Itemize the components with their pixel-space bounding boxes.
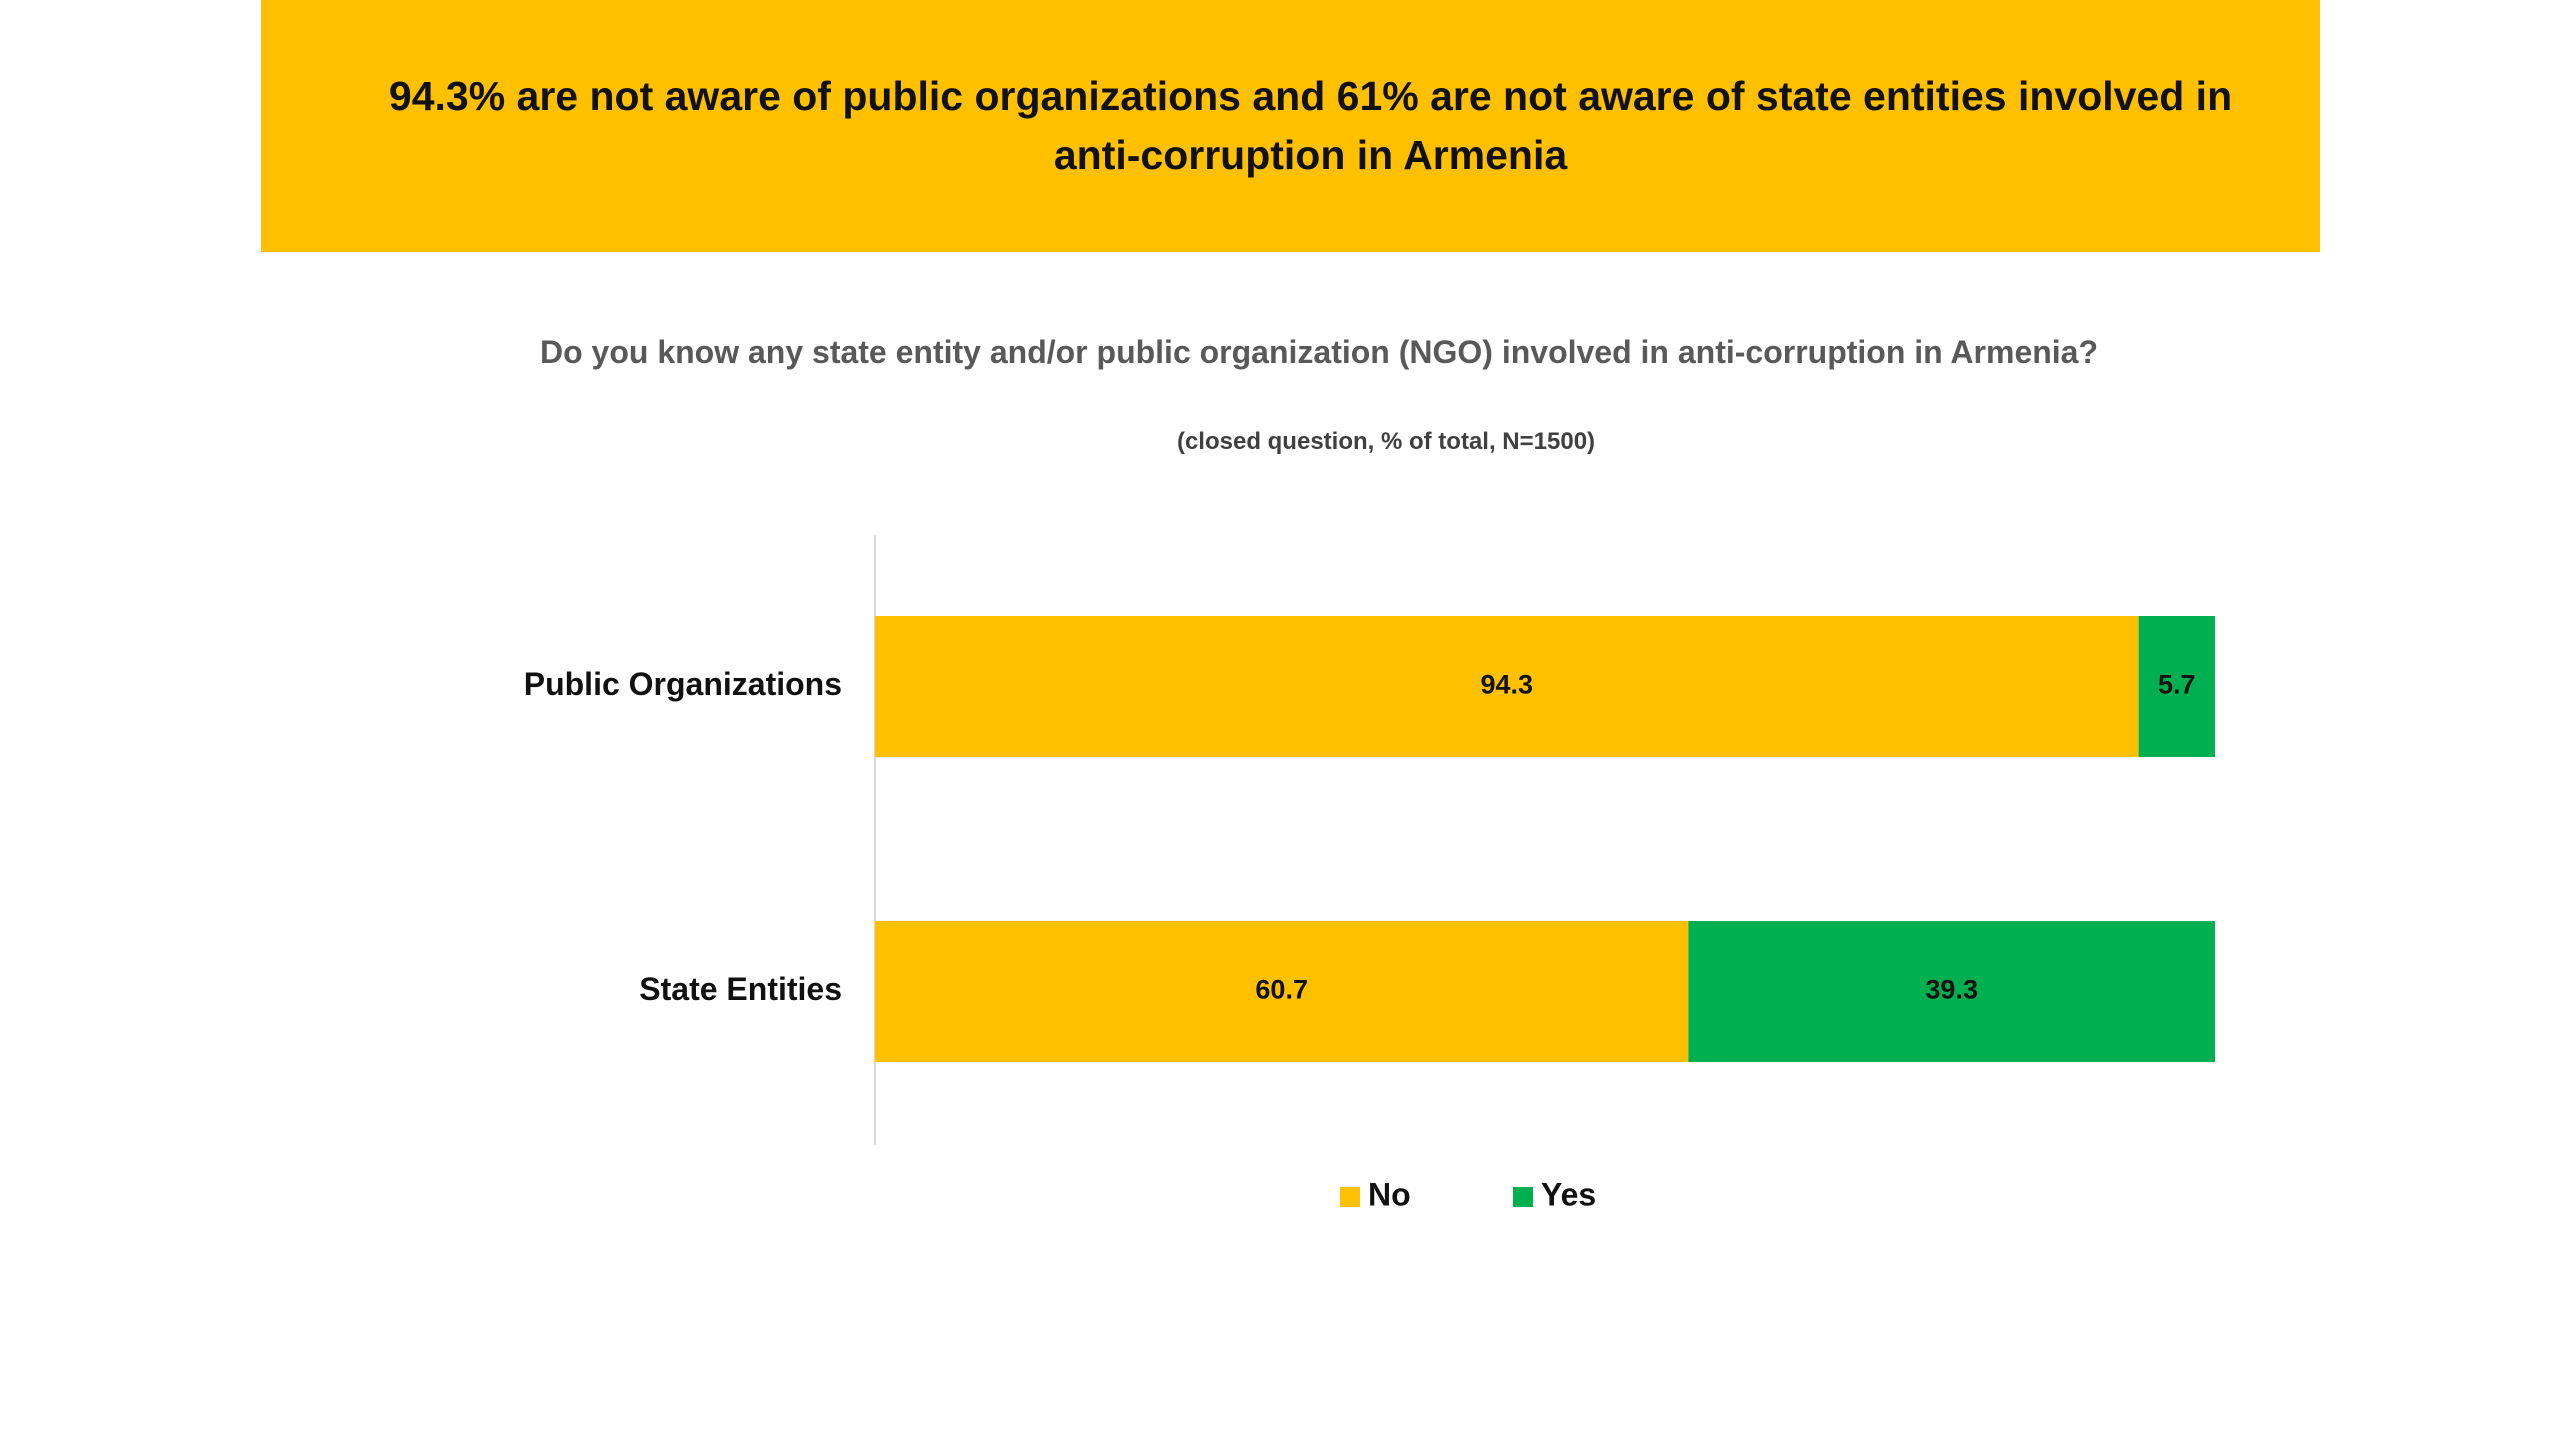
data-label-yes-state-entities: 39.3 <box>1925 975 1978 1005</box>
category-label-public-organizations: Public Organizations <box>524 666 842 702</box>
headline-text: 94.3% are not aware of public organizati… <box>388 73 2233 178</box>
legend-swatch-yes <box>1513 1187 1533 1207</box>
bar-yes-state-entities <box>1688 921 2215 1062</box>
bar-no-state-entities <box>875 921 1689 1062</box>
headline-banner: 94.3% are not aware of public organizati… <box>261 0 2320 252</box>
data-label-yes-public-organizations: 5.7 <box>2158 670 2196 700</box>
data-label-no-public-organizations: 94.3 <box>1481 670 1534 700</box>
data-label-no-state-entities: 60.7 <box>1255 975 1308 1005</box>
bar-yes-public-organizations <box>2138 616 2215 757</box>
chart-title: Do you know any state entity and/or publ… <box>539 334 2099 370</box>
legend-label-yes: Yes <box>1541 1176 1596 1212</box>
legend-label-no: No <box>1368 1176 1411 1212</box>
legend-swatch-no <box>1340 1187 1360 1207</box>
bars-layer: Public Organizations 94.3 5.7 State Entitie… <box>524 616 2215 1062</box>
chart-legend: No Yes <box>1340 1176 1596 1212</box>
category-label-state-entities: State Entities <box>639 971 842 1007</box>
chart-subtitle: (closed question, % of total, N=1500) <box>1176 428 1596 455</box>
bar-no-public-organizations <box>875 616 2139 757</box>
